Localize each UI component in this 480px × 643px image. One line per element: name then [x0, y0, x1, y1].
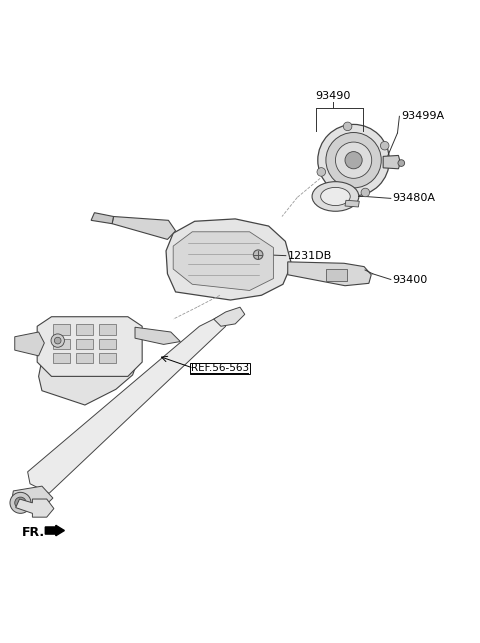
Circle shape [398, 159, 405, 167]
Polygon shape [16, 499, 54, 517]
FancyArrow shape [45, 525, 64, 536]
Circle shape [253, 250, 263, 260]
Bar [99, 353, 116, 363]
Bar [53, 353, 70, 363]
Text: 1231DB: 1231DB [288, 251, 332, 260]
Bar [99, 324, 116, 335]
Text: 93499A: 93499A [401, 111, 444, 122]
Bar [99, 339, 116, 349]
Circle shape [10, 493, 31, 513]
Text: 93480A: 93480A [393, 194, 436, 203]
Ellipse shape [321, 187, 350, 206]
Polygon shape [28, 317, 226, 493]
Polygon shape [91, 213, 114, 224]
Text: REF.56-563: REF.56-563 [192, 363, 250, 373]
Circle shape [381, 141, 389, 150]
Circle shape [54, 337, 61, 344]
Bar [191, 363, 250, 374]
Circle shape [345, 152, 362, 169]
Polygon shape [166, 219, 291, 300]
Text: 93490: 93490 [315, 91, 351, 101]
Text: FR.: FR. [22, 526, 45, 539]
Polygon shape [214, 307, 245, 326]
Polygon shape [173, 231, 274, 291]
Bar [53, 324, 70, 335]
Bar [53, 339, 70, 349]
Text: 93400: 93400 [393, 275, 428, 284]
Ellipse shape [312, 182, 359, 212]
Polygon shape [11, 486, 53, 513]
Bar [76, 324, 93, 335]
Circle shape [317, 168, 325, 176]
Polygon shape [37, 317, 142, 376]
Circle shape [361, 188, 370, 197]
Polygon shape [288, 262, 371, 285]
Polygon shape [38, 324, 140, 405]
Bar [76, 353, 93, 363]
Circle shape [15, 497, 26, 509]
Circle shape [318, 124, 389, 196]
Polygon shape [345, 200, 360, 207]
Bar [76, 339, 93, 349]
Polygon shape [112, 217, 176, 239]
Circle shape [336, 142, 372, 178]
Circle shape [51, 334, 64, 347]
Polygon shape [15, 332, 44, 356]
Circle shape [343, 122, 352, 131]
Bar [326, 269, 348, 281]
Polygon shape [135, 327, 180, 345]
Polygon shape [383, 156, 400, 169]
Circle shape [326, 132, 381, 188]
